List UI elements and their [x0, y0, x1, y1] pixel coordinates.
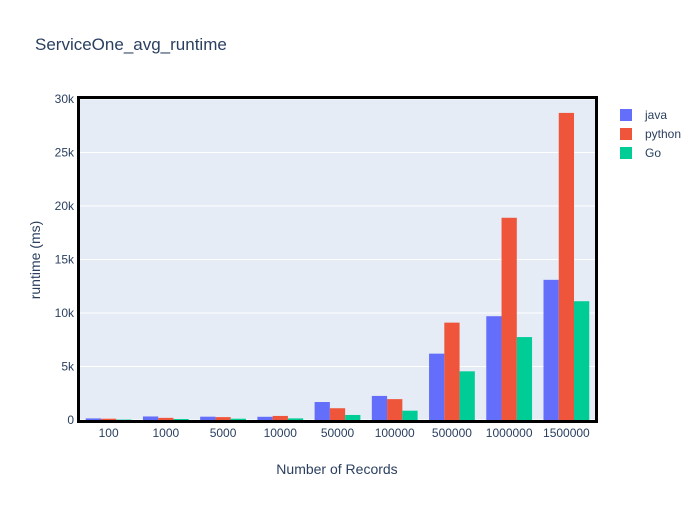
bar-python-1000[interactable] — [158, 418, 173, 420]
x-tick-label: 500000 — [432, 426, 472, 440]
bar-python-50000[interactable] — [330, 408, 345, 420]
bar-go-50000[interactable] — [345, 415, 360, 420]
legend-label: python — [645, 127, 681, 141]
bar-python-10000[interactable] — [273, 416, 288, 420]
bar-go-500000[interactable] — [460, 371, 475, 420]
bar-java-100000[interactable] — [372, 396, 387, 420]
chart-title: ServiceOne_avg_runtime — [35, 35, 227, 54]
x-tick-label: 1000 — [152, 426, 179, 440]
x-tick-label: 100 — [99, 426, 119, 440]
legend-swatch — [620, 147, 632, 159]
legend-swatch — [620, 128, 632, 140]
bar-java-50000[interactable] — [315, 402, 330, 420]
y-tick-label: 20k — [55, 199, 75, 213]
bar-go-1000[interactable] — [173, 419, 188, 420]
x-tick-label: 10000 — [264, 426, 298, 440]
bar-go-5000[interactable] — [231, 419, 246, 420]
bar-java-100[interactable] — [86, 418, 101, 420]
bar-python-500000[interactable] — [444, 323, 459, 420]
bar-java-1500000[interactable] — [544, 280, 559, 420]
x-tick-label: 1000000 — [486, 426, 533, 440]
y-tick-label: 15k — [55, 253, 75, 267]
x-tick-label: 1500000 — [543, 426, 590, 440]
y-tick-label: 0 — [67, 413, 74, 427]
bar-go-100000[interactable] — [402, 411, 417, 420]
bar-java-1000000[interactable] — [486, 316, 501, 420]
bar-java-1000[interactable] — [143, 416, 158, 420]
bar-python-5000[interactable] — [215, 417, 230, 420]
y-tick-label: 10k — [55, 306, 75, 320]
bar-go-10000[interactable] — [288, 418, 303, 420]
bar-python-100[interactable] — [101, 419, 116, 420]
x-tick-labels: 100 1000 5000 10000 50000 100000 500000 1000000… — [99, 426, 590, 440]
y-tick-label: 25k — [55, 146, 75, 160]
legend-label: java — [644, 108, 667, 122]
legend-item-python[interactable]: python — [620, 127, 681, 141]
bar-python-1000000[interactable] — [502, 218, 517, 420]
bar-go-1500000[interactable] — [574, 301, 589, 420]
x-tick-label: 5000 — [210, 426, 237, 440]
x-tick-label: 100000 — [375, 426, 415, 440]
bar-java-5000[interactable] — [200, 417, 215, 420]
x-tick-label: 50000 — [321, 426, 355, 440]
legend-label: Go — [645, 146, 661, 160]
y-axis-label: runtime (ms) — [27, 221, 43, 300]
bar-java-10000[interactable] — [257, 417, 272, 420]
bar-python-1500000[interactable] — [559, 113, 574, 420]
bar-go-1000000[interactable] — [517, 337, 532, 420]
bar-java-500000[interactable] — [429, 354, 444, 420]
legend-swatch — [620, 109, 632, 121]
y-tick-label: 30k — [55, 92, 75, 106]
bar-python-100000[interactable] — [387, 399, 402, 420]
y-tick-label: 5k — [61, 360, 75, 374]
x-axis-label: Number of Records — [276, 461, 397, 477]
